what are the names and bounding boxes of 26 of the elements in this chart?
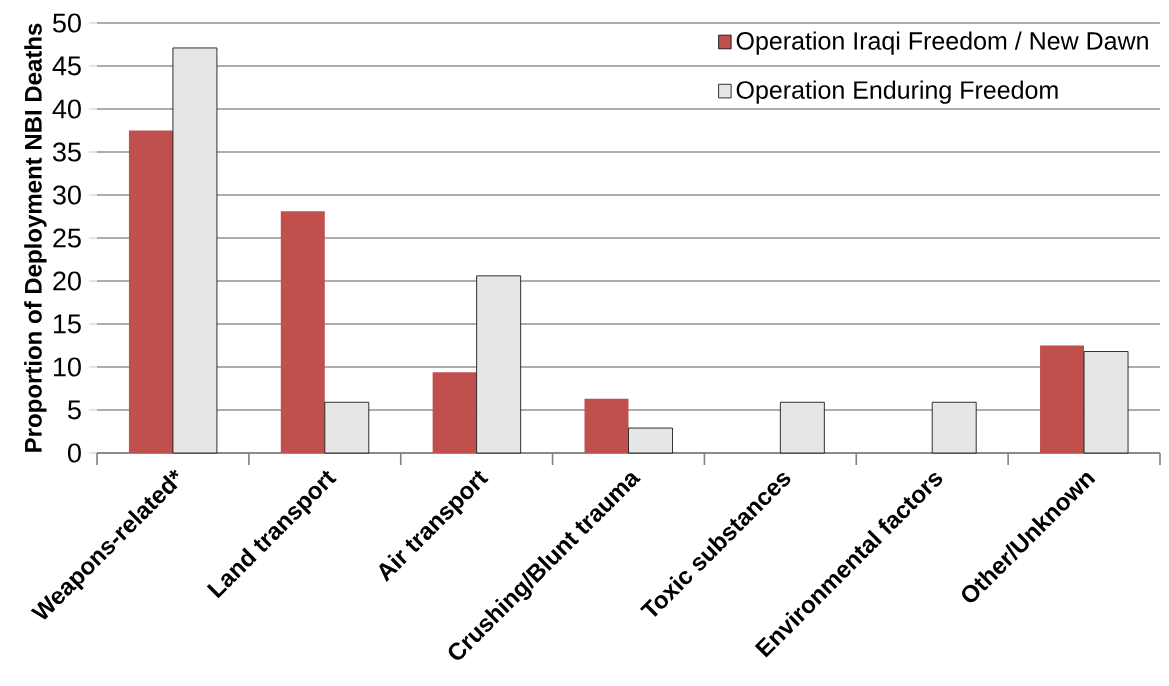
bar xyxy=(172,47,218,454)
bar xyxy=(476,275,522,454)
bar xyxy=(584,398,629,453)
bar xyxy=(280,211,325,453)
bar xyxy=(128,130,173,453)
legend-label: Operation Enduring Freedom xyxy=(736,80,1058,104)
y-tick-label: 15 xyxy=(53,314,81,334)
y-tick-label: 20 xyxy=(53,271,81,291)
y-tick-label: 25 xyxy=(53,228,81,248)
y-tick-label: 0 xyxy=(67,443,81,463)
y-tick-label: 45 xyxy=(52,56,81,76)
y-tick-label: 30 xyxy=(52,185,81,205)
y-tick-label: 10 xyxy=(53,357,81,377)
bar xyxy=(779,401,825,454)
legend-label: Operation Iraqi Freedom / New Dawn xyxy=(736,31,1148,55)
bar xyxy=(1083,351,1129,454)
bar xyxy=(628,427,673,454)
bar xyxy=(931,401,977,454)
bar xyxy=(324,401,370,454)
bar xyxy=(432,372,477,453)
bar xyxy=(1040,345,1085,453)
y-tick-label: 50 xyxy=(52,13,81,33)
y-tick-label: 40 xyxy=(52,99,81,119)
y-tick-label: 5 xyxy=(67,400,81,420)
y-tick-label: 35 xyxy=(52,142,81,162)
y-axis-title: Proportion of Deployment NBI Deaths xyxy=(24,23,47,452)
